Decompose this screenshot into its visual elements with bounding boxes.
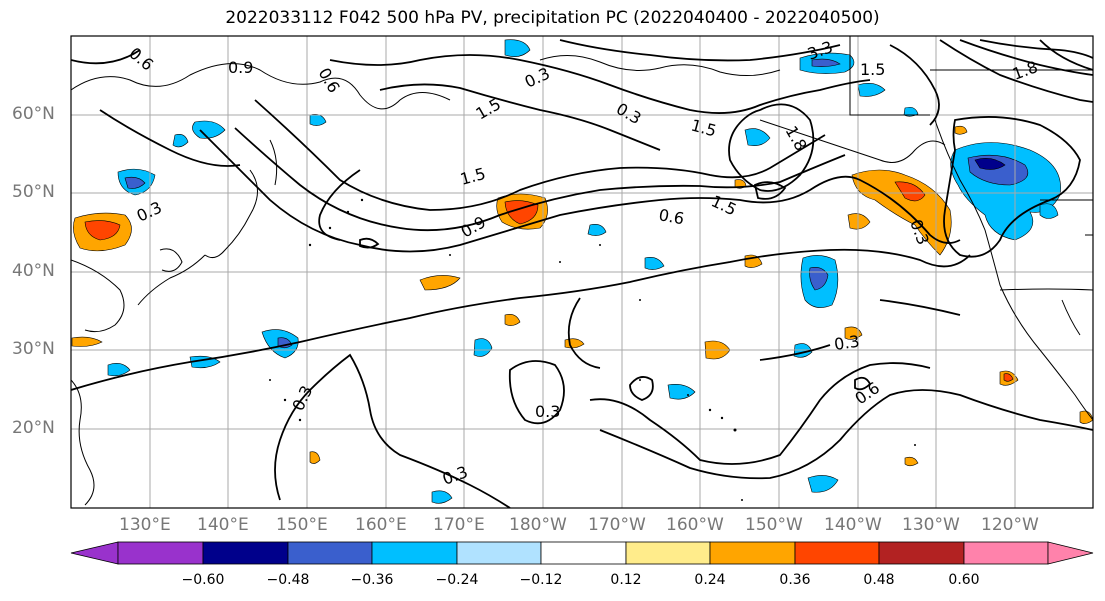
colorbar-tick-label: 0.24 (694, 572, 726, 588)
colorbar-tick-label: 0.12 (610, 572, 642, 588)
colorbar-bin (287, 541, 373, 565)
colorbar-tick-label: 0.60 (948, 572, 980, 588)
pv-contours (71, 39, 1093, 508)
lon-label: 130°W (902, 515, 960, 535)
lat-label: 30°N (12, 339, 55, 359)
contour-label: 0.6 (657, 205, 685, 228)
lon-label: 170°E (433, 515, 485, 535)
colorbar-tick-label: −0.12 (519, 572, 563, 588)
colorbar-bin (371, 541, 458, 565)
lon-label: 140°E (197, 515, 249, 535)
lon-label: 130°E (119, 515, 171, 535)
precip-negative-shading (107, 39, 1061, 504)
colorbar-tick-label: −0.24 (435, 572, 479, 588)
map-frame (70, 35, 1094, 509)
lon-label: 150°E (276, 515, 328, 535)
colorbar-bin (794, 541, 880, 565)
colorbar (70, 541, 1094, 565)
lon-label: 180°W (509, 515, 567, 535)
lon-label: 150°W (745, 515, 803, 535)
colorbar-tick-label: −0.60 (181, 572, 225, 588)
colorbar-bin (963, 541, 1049, 565)
colorbar-tick-label: 0.48 (863, 572, 895, 588)
colorbar-extend-max (1047, 541, 1094, 565)
coastlines (71, 36, 1093, 506)
contour-label: 0.3 (535, 402, 560, 421)
lat-label: 60°N (12, 104, 55, 124)
precip-positive-shading (71, 125, 1093, 467)
colorbar-bin (117, 541, 204, 565)
contour-label: 0.3 (833, 332, 861, 354)
island-chains (269, 198, 916, 501)
contour-label: 1.5 (860, 60, 885, 79)
colorbar-tick-label: −0.48 (266, 572, 310, 588)
colorbar-bin (456, 541, 542, 565)
lat-label: 50°N (12, 182, 55, 202)
colorbar-bin (202, 541, 289, 565)
lon-label: 140°W (824, 515, 882, 535)
lon-label: 160°E (355, 515, 407, 535)
colorbar-bin (625, 541, 711, 565)
colorbar-bin (540, 541, 627, 565)
lat-label: 20°N (12, 418, 55, 438)
lon-label: 160°W (666, 515, 724, 535)
lat-label: 40°N (12, 261, 55, 281)
lon-label: 170°W (588, 515, 646, 535)
lon-label: 120°W (981, 515, 1039, 535)
colorbar-bin (878, 541, 965, 565)
map-title: 2022033112 F042 500 hPa PV, precipitatio… (225, 8, 880, 28)
colorbar-tick-label: 0.36 (779, 572, 811, 588)
contour-label: 0.9 (228, 58, 253, 77)
colorbar-bin (709, 541, 796, 565)
colorbar-tick-label: −0.36 (350, 572, 394, 588)
colorbar-extend-min (70, 541, 119, 565)
